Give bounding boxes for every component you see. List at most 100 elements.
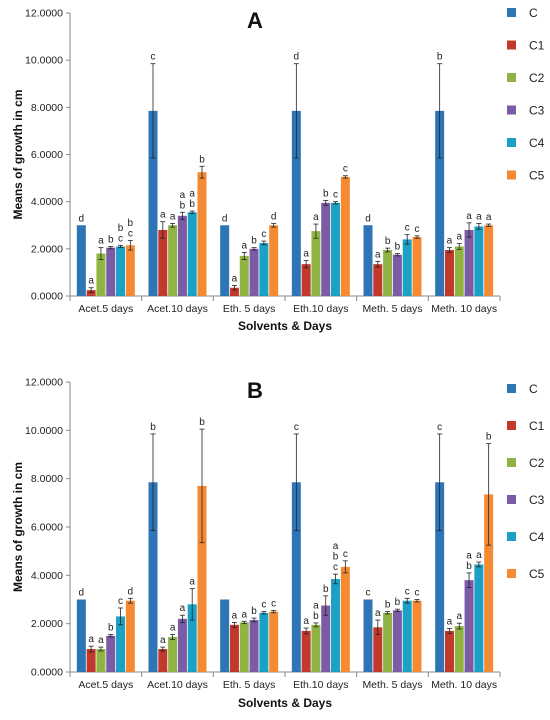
y-tick-label: 8.0000 (31, 473, 63, 485)
significance-letter: d (79, 588, 85, 599)
bar (269, 225, 279, 296)
y-tick-label: 2.0000 (31, 618, 63, 630)
significance-letter: a (456, 232, 462, 243)
x-axis-title: Solvents & Days (238, 319, 332, 333)
significance-letter: a (466, 550, 472, 561)
legend-swatch (507, 40, 516, 50)
x-tick-label: Acet.10 days (147, 679, 208, 691)
significance-letter: c (271, 598, 276, 609)
bar (291, 482, 301, 672)
significance-letter: a (303, 616, 309, 627)
significance-letter: a (160, 635, 166, 646)
bar (96, 649, 106, 672)
legend-label: C1 (529, 419, 545, 433)
bar (249, 248, 259, 296)
significance-letter: b (395, 242, 401, 253)
bar (177, 215, 187, 296)
x-tick-label: Acet.5 days (78, 679, 133, 691)
y-tick-label: 8.0000 (31, 102, 63, 114)
significance-letter: d (128, 586, 134, 597)
bar (259, 612, 269, 672)
bar (373, 264, 383, 296)
bar (435, 482, 445, 672)
bar (239, 622, 249, 672)
legend: C C1 C2 C3 C4 C5 (507, 382, 545, 581)
significance-letter: a (98, 635, 104, 646)
significance-letter: b (118, 223, 124, 234)
bar (229, 624, 239, 672)
significance-letter: a (476, 212, 482, 223)
x-tick-label: Eth.10 days (293, 303, 348, 315)
bar (474, 226, 484, 296)
significance-letter: a (303, 249, 309, 260)
legend-label: C5 (529, 169, 545, 183)
chart-panel-a: 0.0000 2.0000 4.0000 6.0000 8.0000 10.0000 12.… (11, 6, 545, 333)
x-tick-label: Acet.10 days (147, 303, 208, 315)
significance-letter: a (160, 210, 166, 221)
significance-letter: b (333, 552, 339, 563)
significance-letter: c (343, 164, 348, 175)
significance-letter: a (232, 273, 238, 284)
bar (444, 630, 454, 672)
significance-letter: b (437, 52, 443, 63)
significance-letter: a (447, 617, 453, 628)
significance-letter: a (170, 211, 176, 222)
bar (239, 255, 249, 296)
legend-swatch (507, 105, 516, 115)
significance-letter: a (375, 249, 381, 260)
bar (331, 202, 341, 296)
bar (383, 250, 393, 296)
bar (158, 229, 168, 296)
x-tick-label: Meth. 10 days (431, 679, 497, 691)
significance-letter: b (199, 154, 205, 165)
significance-letter: b (323, 188, 329, 199)
bar (383, 612, 393, 672)
bar (321, 202, 331, 296)
significance-letter: b (189, 199, 195, 210)
significance-letter: b (180, 200, 186, 211)
significance-letter: c (118, 596, 123, 607)
significance-letter: a (333, 541, 339, 552)
significance-letter: a (180, 190, 186, 201)
significance-letter: d (79, 213, 85, 224)
significance-letter: a (241, 240, 247, 251)
bar (402, 600, 412, 672)
significance-letter: a (466, 211, 472, 222)
significance-letter: a (180, 603, 186, 614)
significance-letter: a (232, 610, 238, 621)
significance-letter: b (466, 561, 472, 572)
bar (220, 599, 230, 672)
y-axis-title: Means of growth in cm (11, 462, 25, 592)
bar (76, 225, 86, 296)
bar (392, 254, 402, 296)
bar (412, 237, 422, 296)
y-tick-label: 2.0000 (31, 243, 63, 255)
bar (291, 110, 301, 296)
legend-swatch (507, 170, 516, 180)
bar (454, 246, 464, 296)
significance-letter: a (189, 189, 195, 200)
significance-letter: d (222, 213, 228, 224)
bar (311, 624, 321, 672)
significance-letter: b (150, 422, 156, 433)
significance-letter: c (294, 422, 299, 433)
bar (125, 245, 135, 296)
significance-letter: c (415, 224, 420, 235)
significance-letter: d (294, 52, 300, 63)
x-tick-label: Meth. 10 days (431, 303, 497, 315)
bar (363, 225, 373, 296)
legend-swatch (507, 421, 516, 430)
panel-title: B (247, 378, 263, 403)
bar (86, 649, 96, 672)
significance-letter: c (333, 562, 338, 573)
significance-letter: c (333, 190, 338, 201)
bar (474, 564, 484, 672)
significance-letter: c (405, 586, 410, 597)
bar (464, 580, 474, 672)
bar (86, 290, 96, 296)
legend-label: C4 (529, 530, 545, 544)
bar (259, 242, 269, 296)
bar (158, 649, 168, 672)
bar (435, 110, 445, 296)
significance-letter: c (405, 223, 410, 234)
